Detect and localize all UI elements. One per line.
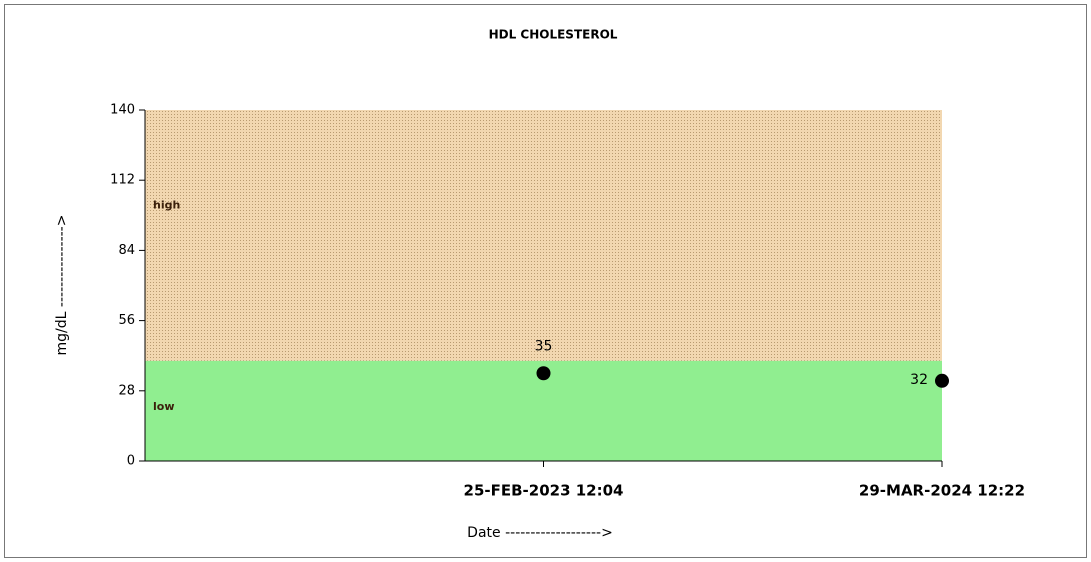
y-axis-label: mg/dL ----------------> [54, 215, 70, 356]
data-label: 35 [535, 338, 553, 354]
y-tick-label: 56 [118, 313, 135, 328]
band-label: low [153, 400, 175, 413]
y-tick-label: 0 [127, 454, 135, 469]
band-label: high [153, 198, 180, 211]
y-tick-label: 112 [110, 173, 135, 188]
data-point [935, 373, 949, 388]
data-point [536, 366, 551, 381]
y-tick-label: 140 [110, 103, 135, 118]
y-tick-label: 84 [118, 243, 135, 258]
band-texture [145, 110, 942, 361]
data-label: 32 [910, 372, 928, 388]
y-tick-label: 28 [118, 383, 135, 398]
x-axis-label: Date -------------------> [467, 525, 613, 541]
chart-title: HDL CHOLESTEROL [489, 28, 618, 42]
x-tick-label: 29-MAR-2024 12:22 [859, 482, 1025, 500]
x-tick-label: 25-FEB-2023 12:04 [464, 482, 624, 500]
